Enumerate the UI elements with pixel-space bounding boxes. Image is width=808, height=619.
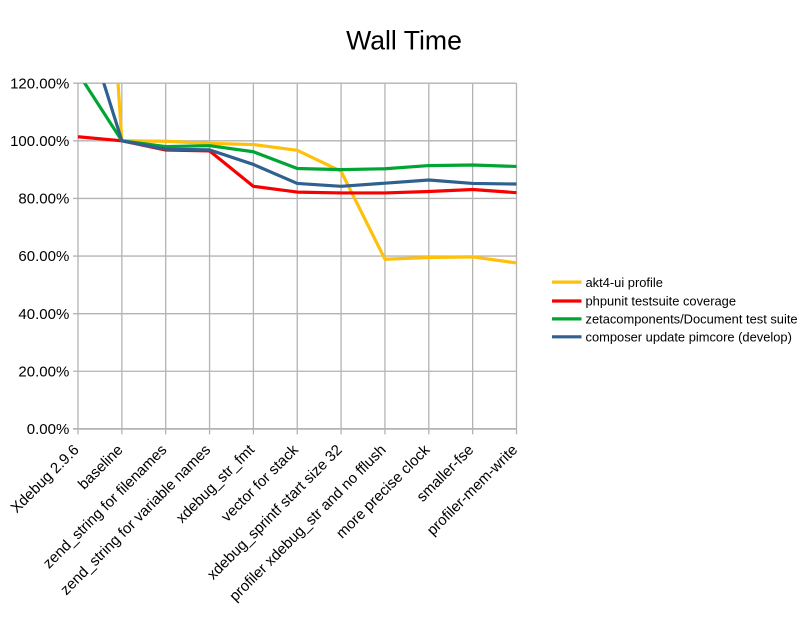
svg-text:40.00%: 40.00% bbox=[18, 306, 69, 323]
svg-text:Wall Time: Wall Time bbox=[346, 25, 462, 55]
svg-text:120.00%: 120.00% bbox=[10, 75, 69, 92]
svg-text:80.00%: 80.00% bbox=[18, 191, 69, 208]
svg-text:phpunit testsuite coverage: phpunit testsuite coverage bbox=[586, 294, 737, 309]
svg-text:0.00%: 0.00% bbox=[27, 421, 70, 438]
svg-text:zetacomponents/Document test s: zetacomponents/Document test suite bbox=[586, 312, 798, 327]
svg-text:60.00%: 60.00% bbox=[18, 248, 69, 265]
svg-text:akt4-ui profile: akt4-ui profile bbox=[586, 275, 663, 290]
svg-text:composer update pimcore (devel: composer update pimcore (develop) bbox=[586, 330, 792, 345]
svg-text:100.00%: 100.00% bbox=[10, 133, 69, 150]
svg-text:20.00%: 20.00% bbox=[18, 363, 69, 380]
